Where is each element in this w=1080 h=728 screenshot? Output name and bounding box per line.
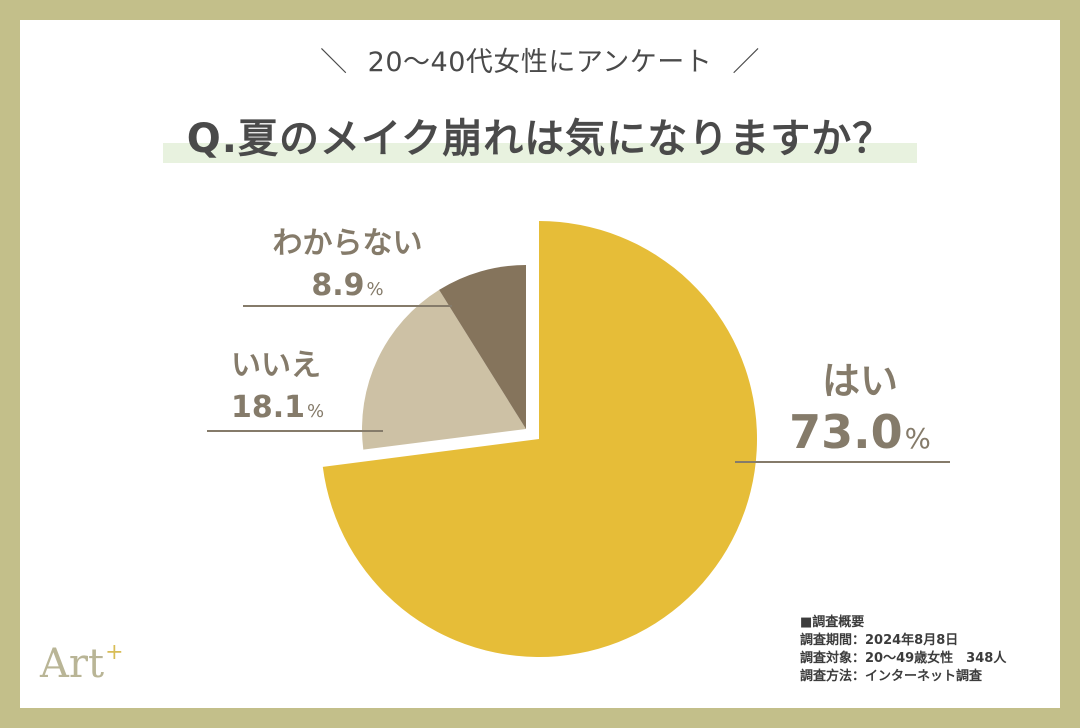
brand-logo: Art+ bbox=[40, 640, 124, 687]
title-highlight-band bbox=[163, 143, 917, 163]
leader-line-no bbox=[207, 430, 383, 432]
leader-line-dont-know bbox=[243, 305, 452, 307]
label-no-value: 18.1 bbox=[231, 390, 306, 425]
label-yes-value: 73.0 bbox=[789, 405, 903, 459]
chart-title: Q.夏のメイク崩れは気になりますか？ bbox=[186, 116, 894, 162]
survey-period: 調査期間：2024年8月8日 bbox=[800, 633, 959, 648]
survey-method: 調査方法：インターネット調査 bbox=[800, 669, 983, 684]
survey-target: 調査対象：20〜49歳女性 348人 bbox=[800, 651, 1007, 666]
percent-unit: % bbox=[904, 422, 931, 455]
subtitle-text: 20〜40代女性にアンケート bbox=[367, 47, 713, 78]
pie-slice-dont-know bbox=[439, 265, 526, 429]
percent-unit: % bbox=[366, 279, 384, 300]
label-yes-pct: 73.0% bbox=[770, 405, 950, 459]
label-dont-know-pct: 8.9% bbox=[243, 268, 452, 303]
percent-unit: % bbox=[307, 401, 325, 422]
label-yes: はい 73.0% bbox=[770, 350, 950, 459]
label-dont-know-name: わからない bbox=[272, 226, 423, 261]
survey-heading: ■調査概要 bbox=[800, 615, 865, 630]
survey-summary: ■調査概要 調査期間：2024年8月8日 調査対象：20〜49歳女性 348人 … bbox=[800, 614, 1006, 686]
label-no-name: いいえ bbox=[231, 348, 321, 383]
chart-subtitle: ＼ 20〜40代女性にアンケート ／ bbox=[0, 40, 1080, 79]
subtitle-right-slash: ／ bbox=[732, 47, 760, 78]
subtitle-left-slash: ＼ bbox=[320, 47, 348, 78]
logo-text: Art bbox=[40, 641, 105, 687]
pie-slice-no bbox=[361, 289, 526, 450]
label-yes-name: はい bbox=[821, 359, 898, 403]
label-dont-know: わからない 8.9% bbox=[243, 218, 452, 303]
label-no-pct: 18.1% bbox=[207, 390, 347, 425]
leader-line-yes bbox=[735, 461, 950, 463]
label-no: いいえ 18.1% bbox=[207, 340, 347, 425]
pie-slice-yes bbox=[322, 221, 758, 657]
label-dont-know-value: 8.9 bbox=[311, 268, 365, 303]
logo-plus-icon: + bbox=[105, 640, 124, 665]
